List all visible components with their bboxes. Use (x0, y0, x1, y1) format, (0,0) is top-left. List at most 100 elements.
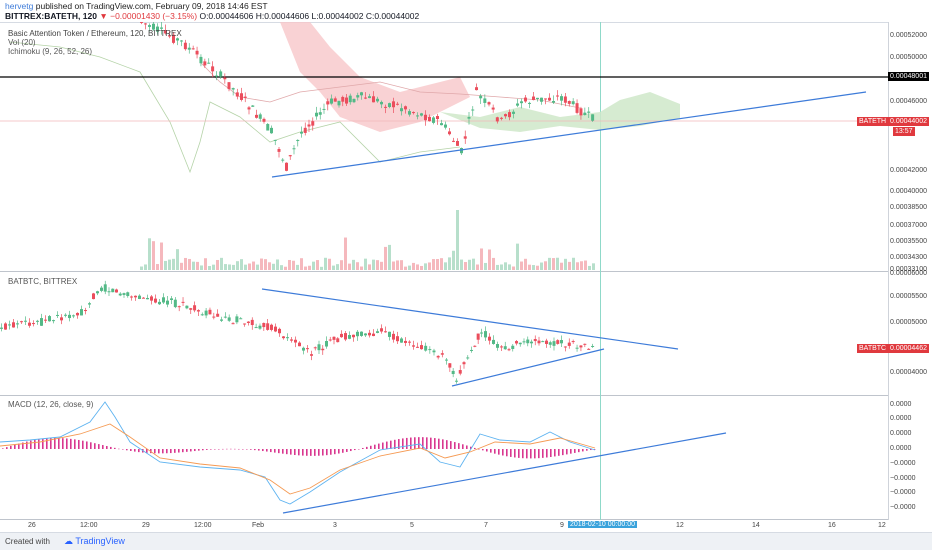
macd-histogram-bar (6, 447, 8, 449)
pane2-price-axis[interactable]: 0.00006000 0.00005500 0.00005000 0.00004… (888, 270, 932, 395)
candle-body (290, 339, 293, 341)
macd-histogram-bar (194, 449, 196, 452)
candle-body (587, 111, 591, 113)
macd-histogram-bar (98, 444, 100, 449)
candle-body (286, 337, 289, 339)
macd-histogram-bar (534, 449, 536, 459)
volume-bar (452, 250, 455, 270)
candle-body (536, 97, 539, 99)
macd-histogram-bar (490, 449, 492, 453)
macd-histogram-bar (262, 449, 264, 452)
pane3-macd-axis[interactable]: 0.0000 0.0000 0.0000 0.0000 −0.0000 −0.0… (888, 395, 932, 520)
macd-histogram-bar (390, 440, 392, 449)
volume-bar (468, 259, 471, 270)
candle-body (396, 336, 399, 342)
down-arrow-icon: ▼ (99, 11, 108, 21)
author-link[interactable]: hervetg (5, 1, 34, 11)
axis-tick: 0.00040000 (890, 188, 927, 195)
volume-bar (208, 266, 211, 270)
candle-body (0, 327, 3, 329)
trendline-batbtc-upper[interactable] (261, 288, 679, 350)
candle-body (352, 98, 356, 103)
candle-body (452, 140, 455, 142)
chart-canvas[interactable] (0, 22, 932, 520)
candle-body (333, 98, 337, 102)
macd-histogram-bar (206, 449, 208, 450)
candle-body (277, 149, 281, 152)
macd-histogram-bar (486, 449, 488, 452)
time-axis[interactable]: 26 12:00 29 12:00 Feb 3 5 7 9 2018-02-10… (0, 520, 888, 532)
macd-histogram-bar (442, 439, 444, 449)
candle-body (246, 321, 250, 323)
candle-body (512, 111, 515, 114)
macd-histogram-bar (478, 449, 480, 450)
macd-histogram-bar (290, 449, 292, 455)
pane2-title[interactable]: BATBTC, BITTREX (8, 277, 78, 286)
candle-body (211, 66, 215, 72)
candle-body (250, 319, 254, 326)
macd-histogram-bar (118, 448, 120, 450)
volume-bar (336, 264, 339, 270)
macd-histogram-bar (250, 449, 252, 450)
volume-bar (356, 262, 359, 270)
macd-histogram-bar (30, 440, 32, 449)
candle-body (227, 317, 231, 321)
macd-histogram-bar (86, 441, 88, 449)
axis-tick: 0.00034300 (890, 254, 927, 261)
volume-bar (212, 264, 215, 270)
ichimoku-label[interactable]: Ichimoku (9, 26, 52, 26) (8, 47, 93, 56)
candle-body (322, 108, 326, 110)
vol-label[interactable]: Vol (20) (8, 38, 36, 47)
volume-bar (320, 266, 323, 270)
candle-body (544, 98, 547, 100)
volume-bar (316, 260, 319, 270)
pane1-title: Basic Attention Token / Ethereum, 120, B… (8, 29, 182, 38)
trendline-macd[interactable] (282, 432, 727, 514)
trendline-batbtc-lower[interactable] (451, 348, 605, 387)
candle-body (560, 96, 563, 101)
candle-body (583, 343, 587, 345)
candle-body (388, 331, 391, 337)
candle-body (166, 300, 169, 305)
batbtc-price-badge: 0.00004462 (888, 344, 929, 353)
candle-body (142, 297, 145, 299)
symbol-line[interactable]: BITTREX:BATETH, 120 (5, 11, 97, 21)
volume-bar (236, 261, 239, 270)
candle-body (563, 96, 567, 103)
macd-histogram-bar (382, 442, 384, 449)
candle-body (444, 124, 447, 128)
candle-body (92, 293, 95, 300)
macd-histogram-bar (310, 449, 312, 456)
candle-body (282, 336, 285, 339)
macd-histogram-bar (510, 449, 512, 457)
time-tick: 26 (28, 522, 36, 529)
macd-histogram-bar (354, 449, 356, 451)
volume-bar (260, 258, 263, 270)
macd-histogram (2, 437, 596, 459)
macd-histogram-bar (530, 449, 532, 459)
candle-body (235, 316, 239, 323)
bateth-symbol-badge: BATETH (857, 117, 889, 126)
tradingview-brand: TradingView (75, 536, 125, 546)
volume-bar (544, 261, 547, 270)
pane1-price-axis[interactable]: 0.00052000 0.00050000 0.00046000 0.00042… (888, 22, 932, 273)
created-with-text: Created with (5, 537, 50, 546)
macd-histogram-bar (402, 438, 404, 449)
pane3-title[interactable]: MACD (12, 26, close, 9) (8, 400, 94, 409)
candle-body (552, 100, 555, 103)
trendline-bateth[interactable] (271, 91, 867, 178)
candle-body (488, 336, 491, 341)
candle-body (306, 348, 309, 350)
macd-histogram-bar (358, 449, 360, 450)
time-tick: 14 (752, 522, 760, 529)
candle-body (503, 346, 507, 350)
candle-body (495, 117, 499, 122)
candle-body (332, 336, 336, 340)
candle-body (416, 115, 419, 117)
candle-body (470, 349, 473, 351)
volume-bar (552, 258, 555, 270)
candle-body (156, 26, 159, 32)
tradingview-logo[interactable]: ☁ TradingView (64, 536, 125, 547)
volume-bar (424, 263, 427, 270)
candle-body (518, 342, 522, 345)
